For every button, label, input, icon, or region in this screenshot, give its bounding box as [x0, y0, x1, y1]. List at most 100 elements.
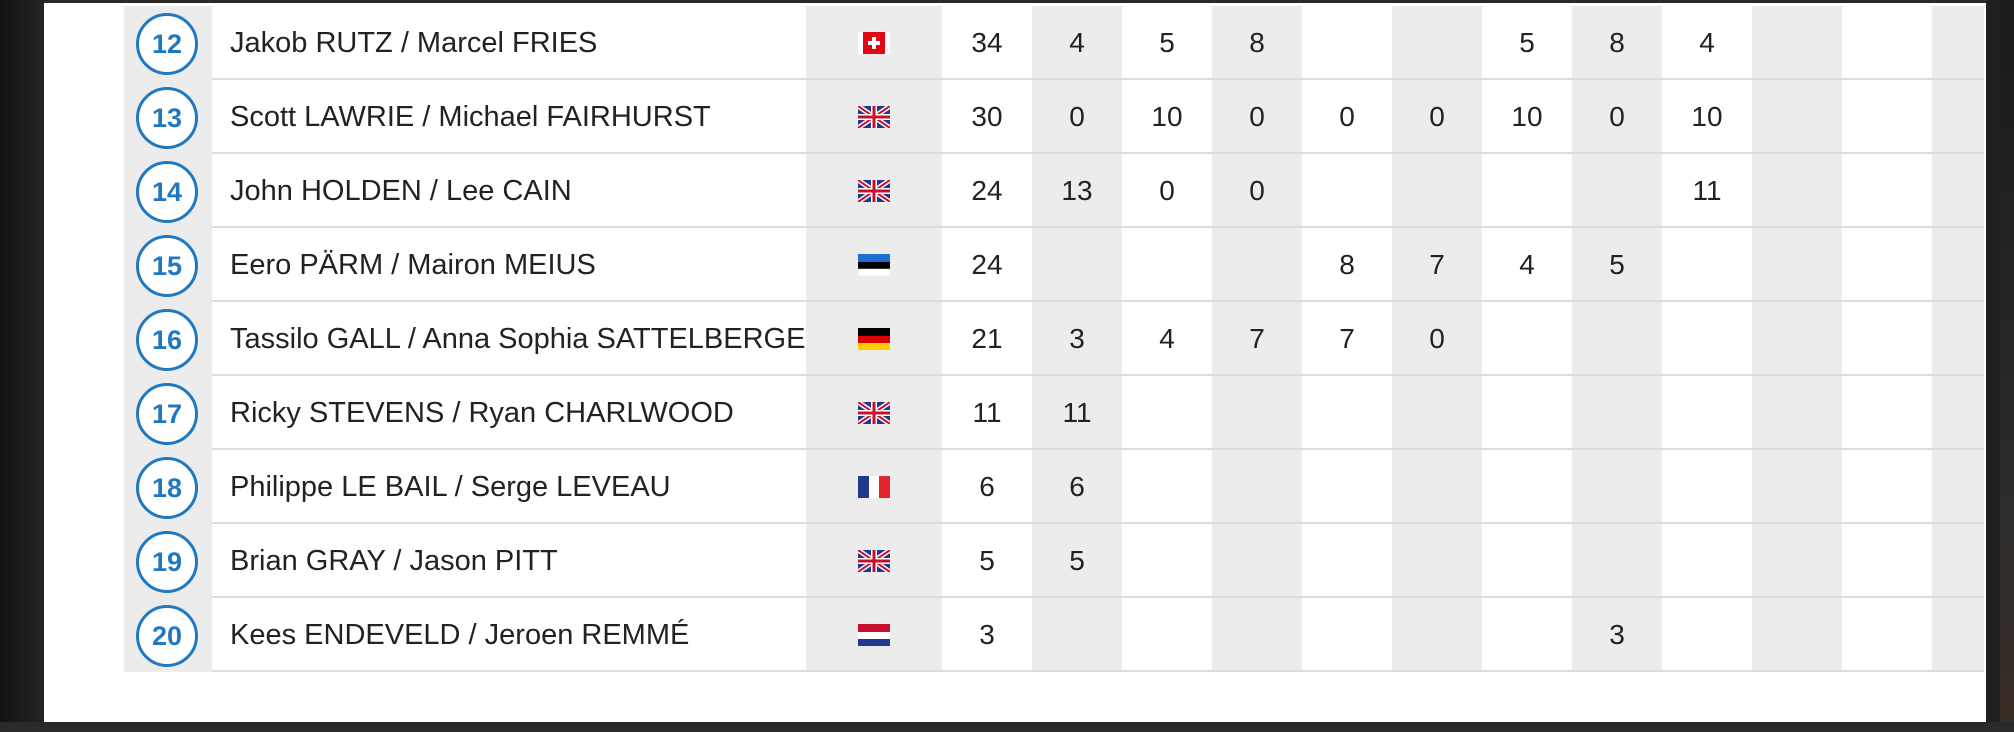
- round-9-points-cell: [1752, 524, 1842, 598]
- crew-name: Eero PÄRM / Mairon MEIUS: [230, 248, 596, 281]
- round-9-points-cell: [1752, 80, 1842, 154]
- round-10-points-cell: [1842, 154, 1932, 228]
- round-8-points-cell: 11: [1692, 175, 1722, 206]
- rank-badge: 20: [136, 605, 198, 667]
- round-3-points-cell: [1212, 450, 1302, 524]
- total-points-cell: 24: [971, 249, 1003, 280]
- round-6-points-cell: [1482, 450, 1572, 524]
- round-11-points-cell: [1932, 450, 1984, 524]
- round-9-points-cell: [1752, 450, 1842, 524]
- round-1-points-cell: [1032, 598, 1122, 672]
- round-6-points-cell: 5: [1519, 27, 1535, 58]
- table-row[interactable]: 16 Tassilo GALL / Anna Sophia SATTELBERGE…: [124, 302, 1984, 376]
- table-row[interactable]: 18 Philippe LE BAIL / Serge LEVEAU 6 6: [124, 450, 1984, 524]
- round-10-points-cell: [1842, 376, 1932, 450]
- round-2-points-cell: [1122, 376, 1212, 450]
- rank-badge: 19: [136, 531, 198, 593]
- crew-name: Tassilo GALL / Anna Sophia SATTELBERGER: [230, 322, 827, 355]
- nation-cell: [806, 302, 942, 376]
- round-7-points-cell: 5: [1572, 228, 1662, 302]
- table-row[interactable]: 12 Jakob RUTZ / Marcel FRIES 34 4 5 8 5 8 4: [124, 6, 1984, 80]
- round-2-points-cell: 10: [1151, 101, 1183, 132]
- round-4-points-cell: 7: [1339, 323, 1355, 354]
- crew-name: Ricky STEVENS / Ryan CHARLWOOD: [230, 396, 734, 429]
- table-row[interactable]: 14 John HOLDEN / Lee CAIN 24 13 0 0 11: [124, 154, 1984, 228]
- round-3-points-cell: 0: [1212, 80, 1302, 154]
- round-1-points-cell: 0: [1032, 80, 1122, 154]
- estonia-flag-icon: [858, 254, 890, 276]
- table-row[interactable]: 20 Kees ENDEVELD / Jeroen REMMÉ 3 3: [124, 598, 1984, 672]
- round-4-points-cell: 0: [1339, 101, 1355, 132]
- round-11-points-cell: [1932, 524, 1984, 598]
- crew-name: Kees ENDEVELD / Jeroen REMMÉ: [230, 618, 690, 651]
- round-9-points-cell: [1752, 228, 1842, 302]
- round-7-points-cell: [1572, 302, 1662, 376]
- round-2-points-cell: [1122, 524, 1212, 598]
- round-10-points-cell: [1842, 6, 1932, 80]
- row-divider: [212, 78, 1984, 80]
- round-10-points-cell: [1842, 228, 1932, 302]
- round-1-points-cell: 13: [1032, 154, 1122, 228]
- panel-top-edge: [44, 0, 1986, 3]
- round-10-points-cell: [1842, 524, 1932, 598]
- round-2-points-cell: 4: [1159, 323, 1175, 354]
- round-6-points-cell: [1482, 302, 1572, 376]
- round-11-points-cell: [1932, 228, 1984, 302]
- row-divider: [212, 596, 1984, 598]
- crew-name: Jakob RUTZ / Marcel FRIES: [230, 26, 598, 59]
- row-divider: [212, 448, 1984, 450]
- table-row[interactable]: 13 Scott LAWRIE / Michael FAIRHURST 30 0 10…: [124, 80, 1984, 154]
- round-4-points-cell: [1302, 154, 1392, 228]
- round-3-points-cell: [1212, 228, 1302, 302]
- round-1-points-cell: 5: [1032, 524, 1122, 598]
- rank-badge: 13: [136, 87, 198, 149]
- row-divider: [212, 152, 1984, 154]
- round-5-points-cell: [1392, 154, 1482, 228]
- round-4-points-cell: [1302, 524, 1392, 598]
- round-9-points-cell: [1752, 376, 1842, 450]
- round-1-points-cell: 6: [1032, 450, 1122, 524]
- round-2-points-cell: [1122, 598, 1212, 672]
- round-8-points-cell: [1662, 228, 1752, 302]
- total-points-cell: 30: [971, 101, 1003, 132]
- round-1-points-cell: 11: [1032, 376, 1122, 450]
- table-row[interactable]: 19 Brian GRAY / Jason PITT 5 5: [124, 524, 1984, 598]
- nation-cell: [806, 598, 942, 672]
- round-11-points-cell: [1932, 80, 1984, 154]
- germany-flag-icon: [858, 328, 890, 350]
- round-4-points-cell: 8: [1339, 249, 1355, 280]
- nation-cell: [806, 228, 942, 302]
- total-points-cell: 5: [979, 545, 995, 576]
- round-5-points-cell: [1392, 450, 1482, 524]
- round-11-points-cell: [1932, 302, 1984, 376]
- rank-cell: 14: [124, 154, 212, 228]
- round-3-points-cell: [1212, 524, 1302, 598]
- round-3-points-cell: [1212, 598, 1302, 672]
- round-7-points-cell: 3: [1572, 598, 1662, 672]
- rank-cell: 12: [124, 6, 212, 80]
- row-divider: [212, 300, 1984, 302]
- rank-badge: 15: [136, 235, 198, 297]
- round-9-points-cell: [1752, 6, 1842, 80]
- uk-flag-icon: [858, 402, 890, 424]
- round-9-points-cell: [1752, 154, 1842, 228]
- round-3-points-cell: 0: [1212, 154, 1302, 228]
- total-points-cell: 24: [971, 175, 1003, 206]
- total-points-cell: 21: [971, 323, 1003, 354]
- rank-badge: 18: [136, 457, 198, 519]
- round-5-points-cell: 0: [1392, 302, 1482, 376]
- total-points-cell: 11: [972, 397, 1002, 428]
- round-11-points-cell: [1932, 6, 1984, 80]
- round-6-points-cell: [1482, 376, 1572, 450]
- table-row[interactable]: 17 Ricky STEVENS / Ryan CHARLWOOD 11 11: [124, 376, 1984, 450]
- table-row[interactable]: 15 Eero PÄRM / Mairon MEIUS 24 8 7 4 5: [124, 228, 1984, 302]
- round-2-points-cell: 5: [1159, 27, 1175, 58]
- crew-name: Scott LAWRIE / Michael FAIRHURST: [230, 100, 711, 133]
- rank-cell: 17: [124, 376, 212, 450]
- rank-badge: 14: [136, 161, 198, 223]
- page-background-left: [0, 0, 44, 732]
- round-4-points-cell: [1302, 598, 1392, 672]
- rank-badge: 17: [136, 383, 198, 445]
- round-6-points-cell: [1482, 524, 1572, 598]
- round-11-points-cell: [1932, 154, 1984, 228]
